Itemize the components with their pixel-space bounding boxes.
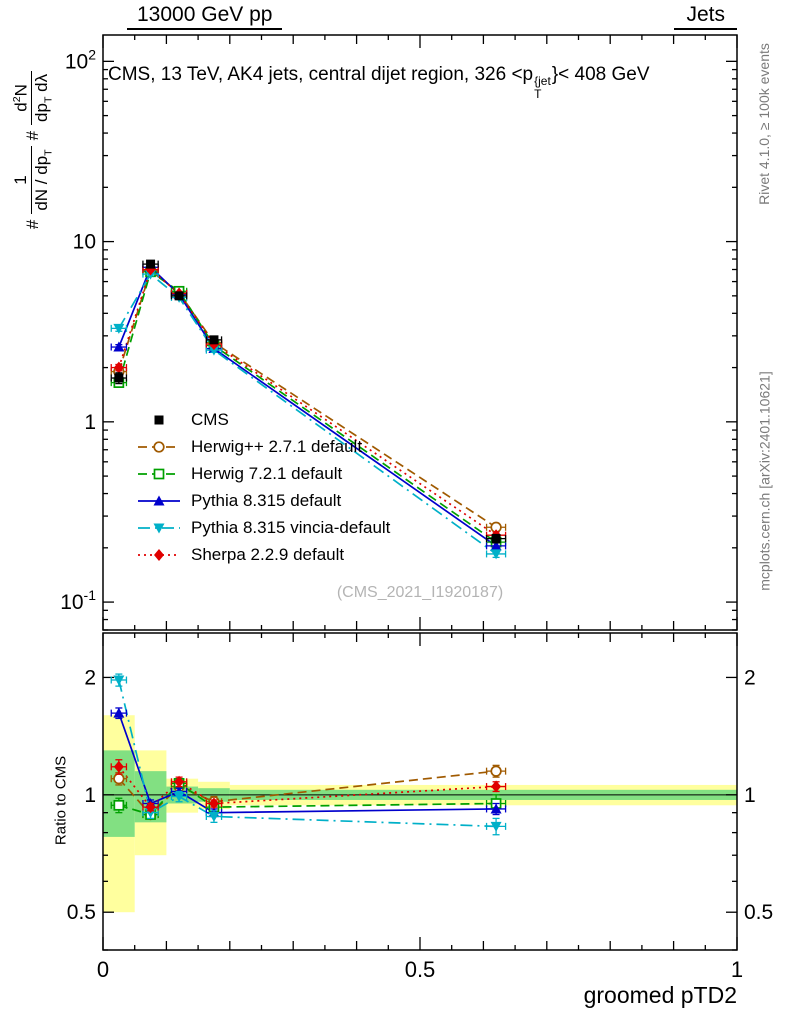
legend-marker-swatch xyxy=(138,548,180,561)
mcplots-attribution-note: mcplots.cern.ch [arXiv:2401.10621] xyxy=(756,371,773,591)
ratio-tick-label: 0.5 xyxy=(744,901,773,924)
legend-label: Pythia 8.315 vincia-default xyxy=(191,517,391,537)
analysis-group-label: Jets xyxy=(674,3,737,30)
title-superscript: {jet xyxy=(534,74,551,88)
ylabel-frac2-denominator: dpT dλ xyxy=(32,73,55,122)
ylabel-hash1: # xyxy=(23,219,42,230)
marker-diamond xyxy=(145,801,156,814)
marker-circle-open xyxy=(113,773,125,785)
series-line-main xyxy=(118,270,497,543)
analysis-id-watermark: (CMS_2021_I1920187) xyxy=(336,584,504,601)
x-tick-label: 0 xyxy=(97,957,109,982)
legend-label: Herwig++ 2.7.1 default xyxy=(191,436,363,456)
x-tick-label: 1 xyxy=(731,957,743,982)
y-tick-label: 102 xyxy=(65,46,96,73)
ratio-axis-label: Ratio to CMS xyxy=(52,755,70,846)
marker-diamond xyxy=(154,548,164,561)
marker-circle-open xyxy=(153,440,165,453)
plot-header: 13000 GeV pp Jets xyxy=(103,3,737,30)
marker-triangle-down xyxy=(113,675,125,686)
ylabel-fraction-1: 1 dN / dpT xyxy=(11,146,55,214)
legend-label: Herwig 7.2.1 default xyxy=(191,463,343,483)
rivet-version-note: Rivet 4.1.0, ≥ 100k events xyxy=(756,43,772,205)
title-text: CMS, 13 TeV, AK4 jets, central dijet reg… xyxy=(108,64,534,85)
legend-marker-swatch xyxy=(154,415,164,424)
marker-diamond xyxy=(174,775,185,788)
legend-item: Herwig++ 2.7.1 default xyxy=(136,433,390,460)
marker-triangle-up xyxy=(113,707,125,718)
x-tick-label: 0.5 xyxy=(405,957,436,982)
legend-label: Pythia 8.315 default xyxy=(191,490,342,510)
legend-marker-swatch xyxy=(138,440,180,453)
marker-square-filled xyxy=(491,534,501,544)
marker-triangle-down xyxy=(153,523,165,533)
marker-triangle-up xyxy=(113,341,125,352)
marker-triangle-down xyxy=(490,821,502,832)
ylabel-hash2: # xyxy=(23,130,42,141)
marker-square-open xyxy=(113,799,125,811)
marker-square-filled xyxy=(114,373,124,383)
marker-triangle-down xyxy=(490,549,502,560)
legend: CMS Herwig++ 2.7.1 default Herwig 7.2.1 de… xyxy=(136,406,390,568)
ratio-tick-label: 2 xyxy=(744,666,756,689)
legend-item: Pythia 8.315 vincia-default xyxy=(136,514,390,541)
title-pt-scripts: {jet T xyxy=(534,75,551,100)
y-tick-label: 1 xyxy=(84,411,96,434)
legend-marker-swatch xyxy=(138,468,180,479)
marker-triangle-down xyxy=(173,792,185,803)
ratio-tick-label: 0.5 xyxy=(67,901,96,924)
ylabel-frac1-numerator: 1 xyxy=(11,146,33,214)
marker-triangle-down xyxy=(113,323,125,334)
marker-triangle-down xyxy=(208,811,220,822)
marker-square-filled xyxy=(209,335,219,345)
marker-square-filled xyxy=(154,415,164,424)
marker-diamond xyxy=(208,797,219,810)
legend-label: CMS xyxy=(191,409,229,429)
y-tick-label: 10-1 xyxy=(60,587,96,614)
marker-triangle-up xyxy=(153,495,165,505)
legend-item: Sherpa 2.2.9 default xyxy=(136,541,390,568)
legend-marker-swatch xyxy=(138,495,180,505)
ratio-tick-label: 2 xyxy=(84,666,96,689)
legend-item: Herwig 7.2.1 default xyxy=(136,460,390,487)
ylabel-fraction-2: d2N dpT dλ xyxy=(11,70,55,125)
marker-square-filled xyxy=(146,259,156,269)
legend-marker-swatch xyxy=(138,523,180,533)
marker-circle-open xyxy=(490,765,502,777)
legend-item: CMS xyxy=(136,406,390,433)
beam-info-label: 13000 GeV pp xyxy=(127,3,283,30)
y-tick-label: 10 xyxy=(73,231,96,254)
ratio-tick-label: 1 xyxy=(84,784,96,807)
marker-triangle-up xyxy=(490,540,502,551)
ylabel-frac2-numerator: d2N xyxy=(11,70,33,125)
title-text-end: }< 408 GeV xyxy=(551,64,650,85)
marker-square-filled xyxy=(174,291,184,301)
y-axis-label: # 1 dN / dpT # d2N dpT dλ xyxy=(1,20,65,280)
marker-diamond xyxy=(113,760,124,773)
x-axis-label: groomed pTD2 xyxy=(583,982,737,1008)
marker-diamond xyxy=(491,780,502,793)
marker-triangle-up xyxy=(490,803,502,814)
marker-diamond xyxy=(113,361,124,374)
legend-label: Sherpa 2.2.9 default xyxy=(191,544,345,564)
marker-triangle-down xyxy=(208,345,220,356)
title-subscript: T xyxy=(534,86,542,101)
ratio-tick-label: 1 xyxy=(744,784,756,807)
plot-title: CMS, 13 TeV, AK4 jets, central dijet reg… xyxy=(108,64,758,100)
legend-item: Pythia 8.315 default xyxy=(136,487,390,514)
marker-square-open xyxy=(153,468,165,479)
ylabel-frac1-denominator: dN / dpT xyxy=(32,149,55,211)
